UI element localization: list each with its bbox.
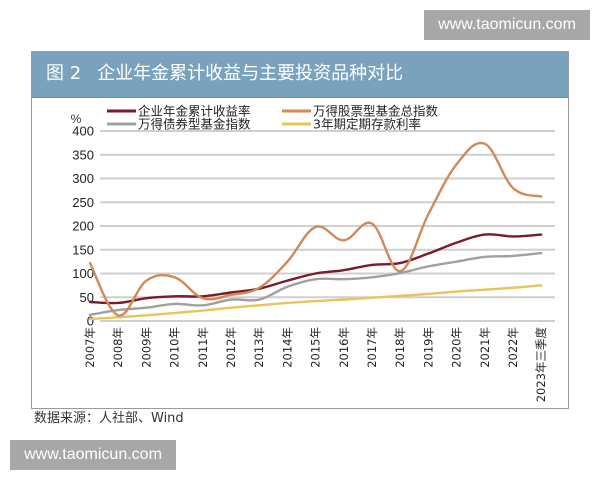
figure-number: 图 2	[46, 63, 82, 84]
figure-title-text: 企业年金累计收益与主要投资品种对比	[97, 63, 404, 84]
legend-label: 企业年金累计收益率	[138, 104, 251, 119]
y-tick-label: 300	[72, 171, 94, 186]
y-tick-label: 0	[87, 314, 94, 329]
x-tick-label: 2010年	[168, 327, 182, 368]
x-tick-label: 2021年	[478, 327, 492, 368]
x-tick-label: 2016年	[337, 327, 351, 368]
x-tick-label: 2009年	[139, 327, 153, 368]
series-line	[88, 251, 543, 317]
legend-label: 万得股票型基金总指数	[313, 104, 439, 119]
x-tick-label: 2007年	[83, 327, 97, 368]
figure-title: 图 2 企业年金累计收益与主要投资品种对比	[46, 62, 403, 86]
y-tick-label: 250	[72, 195, 94, 210]
legend-label: 3年期定期存款利率	[313, 117, 421, 132]
x-tick-label: 2014年	[280, 327, 294, 368]
y-tick-label: 400	[72, 124, 94, 139]
watermark-top: www.taomicun.com	[424, 10, 590, 40]
figure-title-bar: 图 2 企业年金累计收益与主要投资品种对比	[32, 52, 568, 98]
y-axis-unit: %	[71, 112, 82, 126]
x-tick-label: 2008年	[111, 327, 125, 368]
x-tick-label: 2023年三季度	[534, 327, 548, 403]
series-line	[88, 233, 543, 305]
legend-label: 万得债券型基金指数	[138, 117, 251, 132]
x-tick-label: 2017年	[365, 327, 379, 368]
x-tick-label: 2019年	[421, 327, 435, 368]
series-line	[88, 141, 543, 317]
figure-panel: 图 2 企业年金累计收益与主要投资品种对比 % 0 50 100 150 200 250 300…	[31, 51, 569, 409]
x-tick-label: 2022年	[506, 327, 520, 368]
y-tick-label: 150	[72, 242, 94, 257]
y-tick-label: 350	[72, 147, 94, 162]
watermark-bottom: www.taomicun.com	[10, 440, 176, 470]
data-source-note: 数据来源：人社部、Wind	[34, 411, 184, 426]
x-tick-label: 2018年	[393, 327, 407, 368]
x-tick-label: 2015年	[309, 327, 323, 368]
y-tick-label: 100	[72, 266, 94, 281]
x-tick-label: 2020年	[450, 327, 464, 368]
y-tick-label: 200	[72, 219, 94, 234]
x-tick-label: 2011年	[196, 327, 210, 368]
x-tick-label: 2012年	[224, 327, 238, 368]
x-tick-label: 2013年	[252, 327, 266, 368]
series-line	[88, 284, 543, 321]
